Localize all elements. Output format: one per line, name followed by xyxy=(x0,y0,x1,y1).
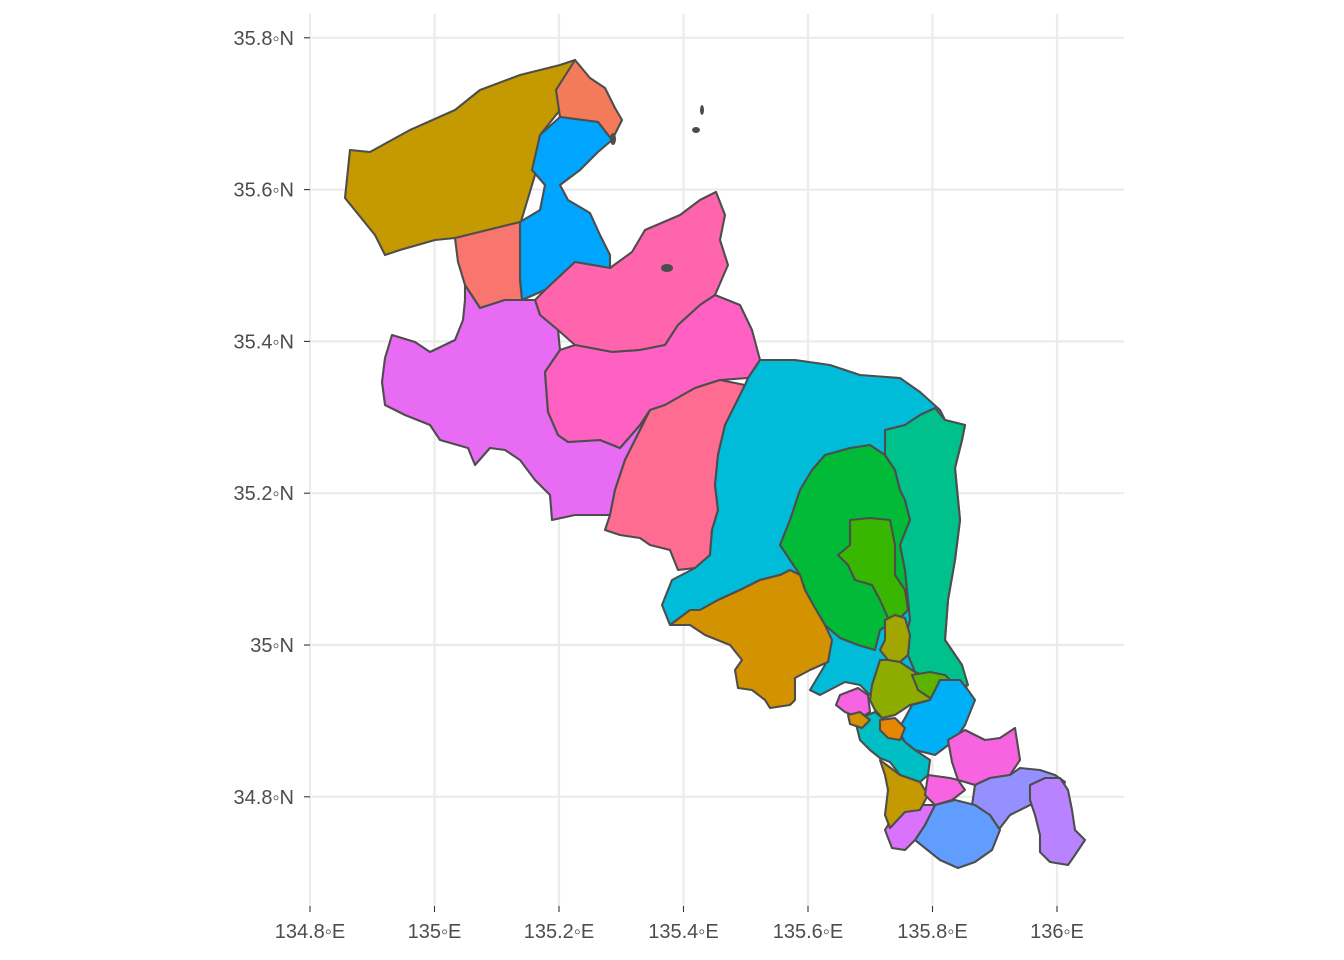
municipality-region-5 xyxy=(533,190,730,354)
municipality-region-14 xyxy=(878,613,912,664)
island-2 xyxy=(700,105,704,115)
y-tick-label: 35.6◦N xyxy=(234,180,294,202)
y-tick-label: 35.4◦N xyxy=(234,331,294,353)
municipality-region-6 xyxy=(380,283,652,522)
municipality-region-22 xyxy=(1028,776,1087,867)
municipality-region-27 xyxy=(846,710,872,730)
x-tick-label: 135.4◦E xyxy=(648,921,718,943)
y-tick-label: 34.8◦N xyxy=(234,787,294,809)
municipality-region-24 xyxy=(878,758,930,830)
municipality-regions xyxy=(343,58,1087,870)
x-tick-label: 136◦E xyxy=(1030,921,1084,943)
municipality-region-13 xyxy=(668,568,834,710)
municipality-region-7 xyxy=(543,293,762,450)
municipality-region-28 xyxy=(923,773,967,807)
axis-labels: 134.8◦E 135◦E 135.2◦E 135.4◦E 135.6◦E 135.8◦E… xyxy=(234,28,1084,943)
municipality-region-18 xyxy=(946,726,1022,787)
municipality-region-26 xyxy=(878,716,907,742)
island-4 xyxy=(610,133,616,145)
x-tick-label: 134.8◦E xyxy=(275,921,345,943)
x-tick-label: 135.6◦E xyxy=(773,921,843,943)
x-tick-label: 135◦E xyxy=(408,921,462,943)
island-3 xyxy=(661,264,673,272)
y-tick-label: 35.8◦N xyxy=(234,28,294,50)
x-tick-label: 135.8◦E xyxy=(897,921,967,943)
municipality-region-2 xyxy=(554,58,624,142)
y-tick-label: 35◦N xyxy=(250,635,294,657)
x-tick-label: 135.2◦E xyxy=(524,921,594,943)
y-tick-label: 35.2◦N xyxy=(234,483,294,505)
island-1 xyxy=(692,127,700,133)
